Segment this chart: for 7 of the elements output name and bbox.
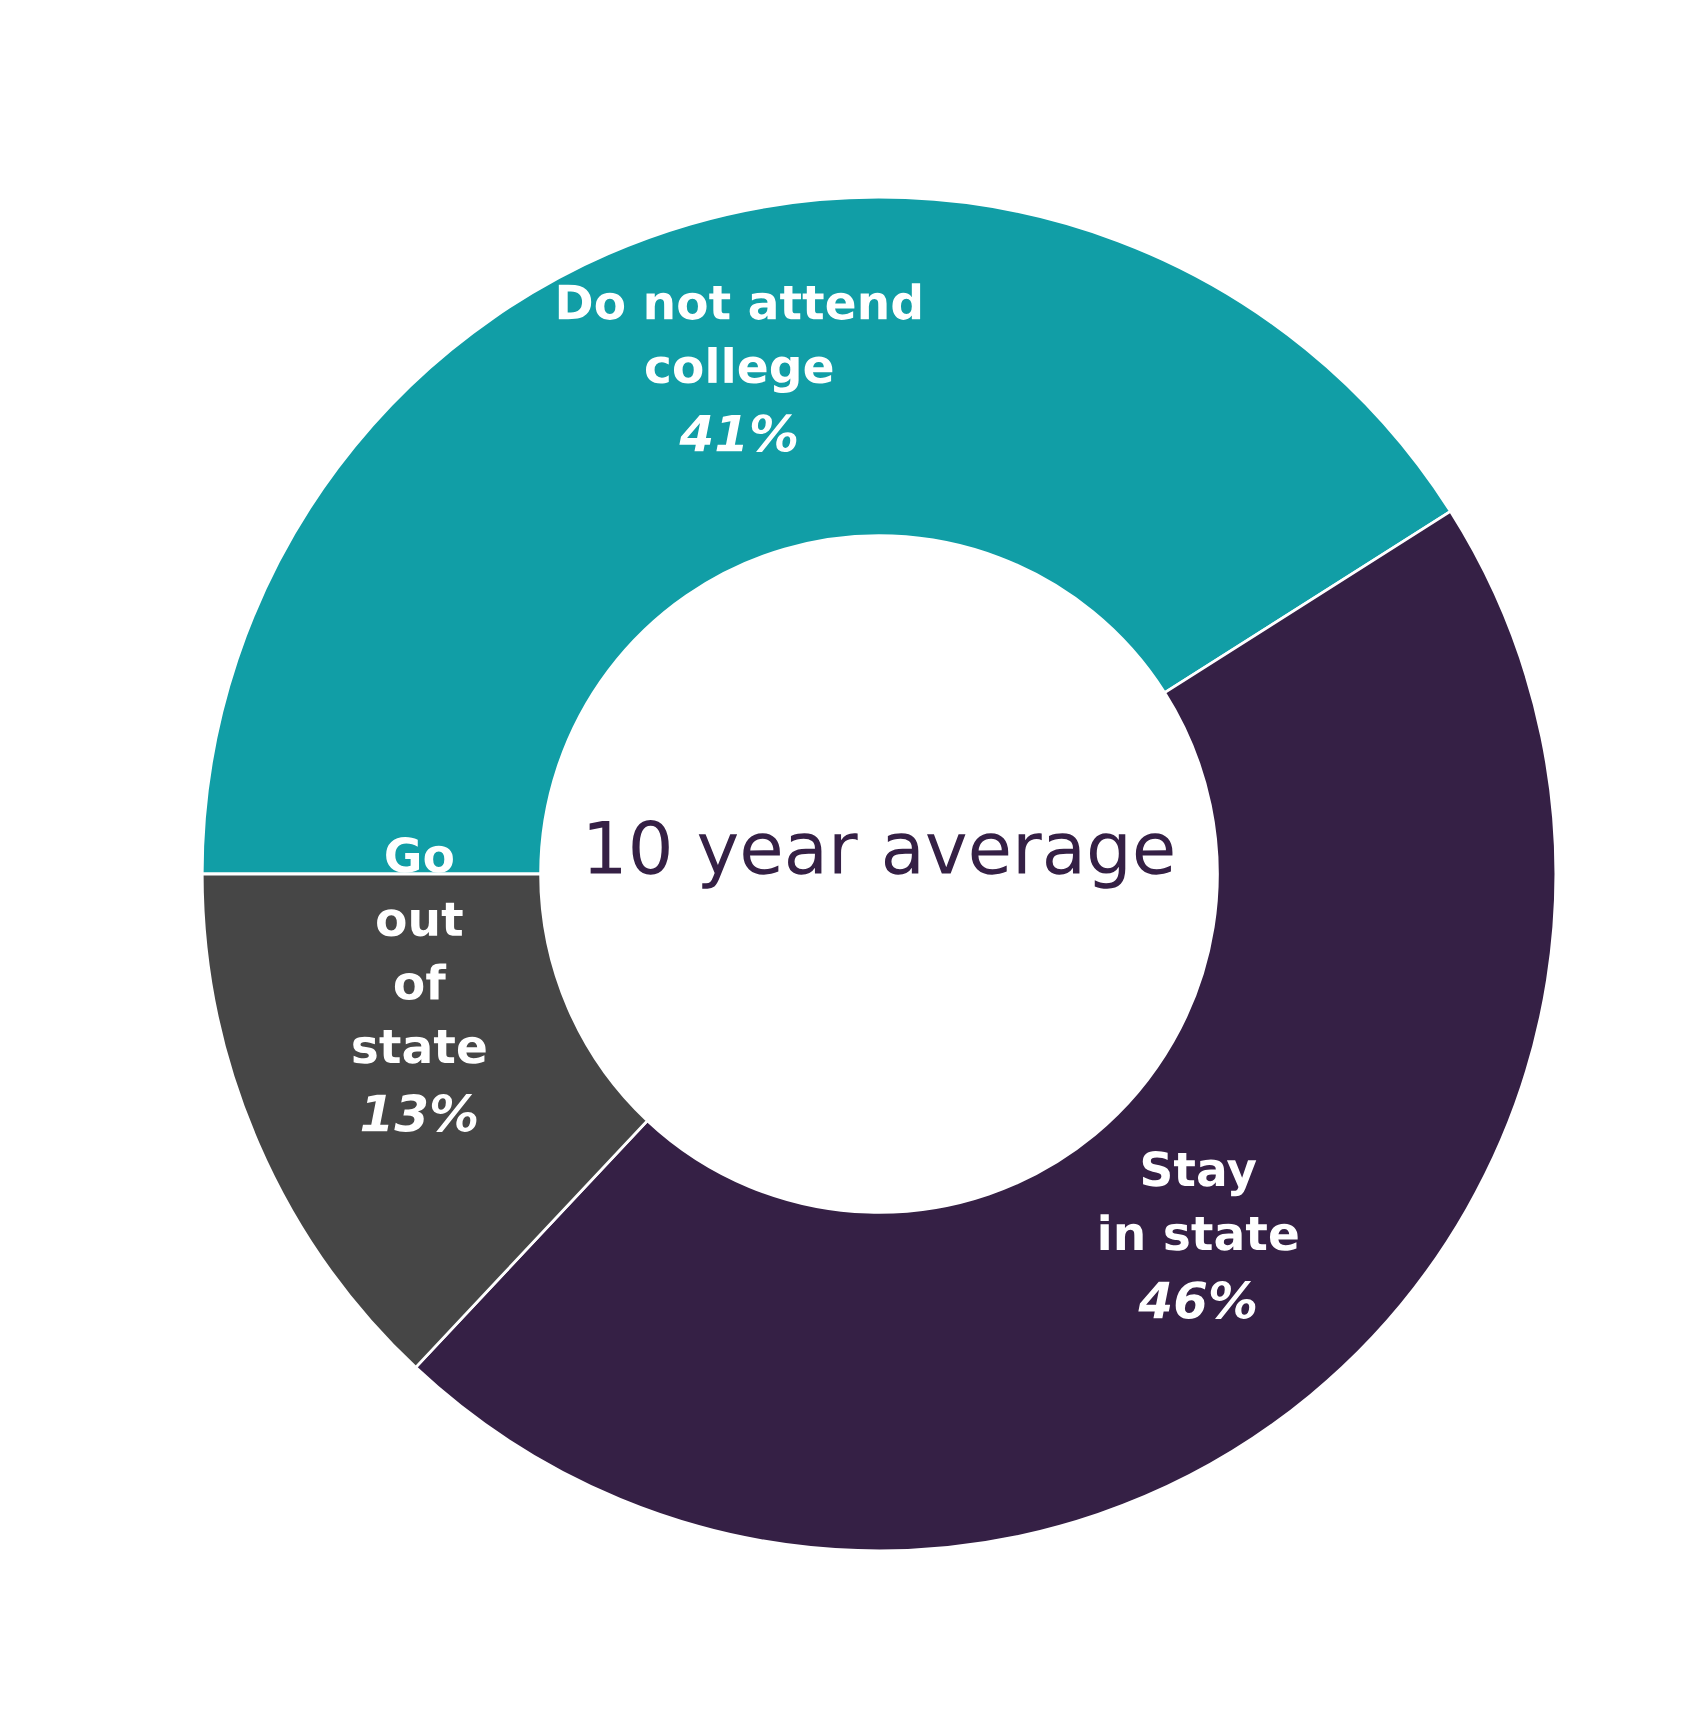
data-label: 41% [679, 414, 797, 453]
slice-label: Do not attend college [558, 283, 921, 394]
data-label: 46% [1138, 1281, 1256, 1319]
slice-label: Go out of state [353, 837, 486, 1064]
data-label: 13% [361, 1094, 477, 1132]
slice-label: Stay in state [1100, 1151, 1298, 1251]
text: 10 year average [589, 820, 1173, 889]
